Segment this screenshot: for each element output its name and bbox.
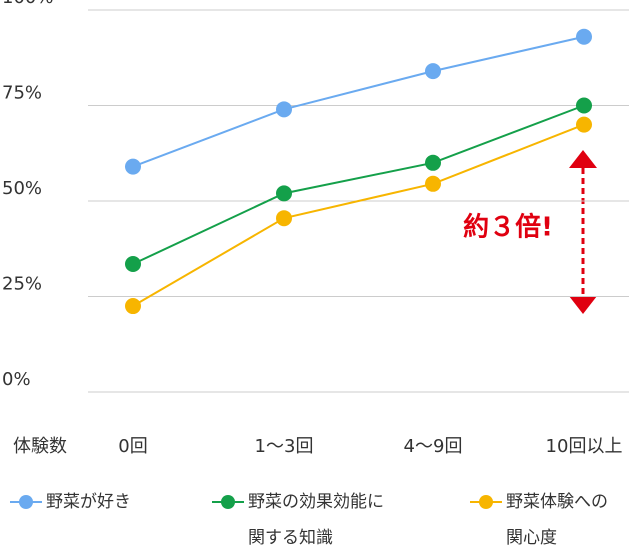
y-tick-label: 25%	[2, 274, 42, 295]
data-point	[276, 101, 292, 118]
x-tick-label: 1〜3回	[255, 436, 314, 457]
data-point	[576, 97, 592, 114]
x-axis-label: 体験数	[13, 436, 67, 457]
annotation-arrow	[569, 150, 597, 314]
legend-dot	[19, 495, 33, 509]
data-point	[425, 63, 441, 80]
x-tick-label: 4〜9回	[404, 436, 463, 457]
y-tick-label: 75%	[2, 83, 42, 104]
plot: 体験数 約３倍! 0% 25% 50% 75% 100% 0回 1〜3回 4〜9回 10回以上	[2, 0, 629, 457]
legend-marker	[212, 495, 244, 509]
legend-marker	[10, 495, 42, 509]
legend-label: 野菜が好き	[46, 492, 131, 512]
legend-item: 野菜が好き	[10, 484, 131, 520]
data-point	[425, 154, 441, 171]
y-tick-label: 0%	[2, 369, 31, 390]
y-tick-label: 50%	[2, 178, 42, 199]
y-tick-label: 100%	[2, 0, 53, 8]
legend-dot	[479, 495, 493, 509]
annotation: 約３倍!	[463, 212, 553, 243]
data-point	[276, 185, 292, 202]
data-point	[125, 158, 141, 175]
x-tick-label: 10回以上	[546, 436, 623, 457]
legend-item: 野菜の効果効能に関する知識	[212, 484, 388, 548]
legend-dot	[221, 495, 235, 509]
legend-label: 野菜の効果効能に関する知識	[248, 492, 384, 548]
legend-marker	[470, 495, 502, 509]
data-point	[425, 175, 441, 192]
x-tick-label: 0回	[118, 436, 147, 457]
series-line	[132, 104, 585, 265]
data-point	[125, 298, 141, 315]
data-point	[276, 210, 292, 227]
data-point	[576, 28, 592, 45]
data-point	[576, 116, 592, 133]
data-point	[125, 256, 141, 273]
legend-label: 野菜体験への関心度	[506, 492, 608, 548]
series-line	[132, 35, 585, 168]
series-line	[132, 123, 585, 307]
legend-item: 野菜体験への関心度	[470, 484, 616, 548]
